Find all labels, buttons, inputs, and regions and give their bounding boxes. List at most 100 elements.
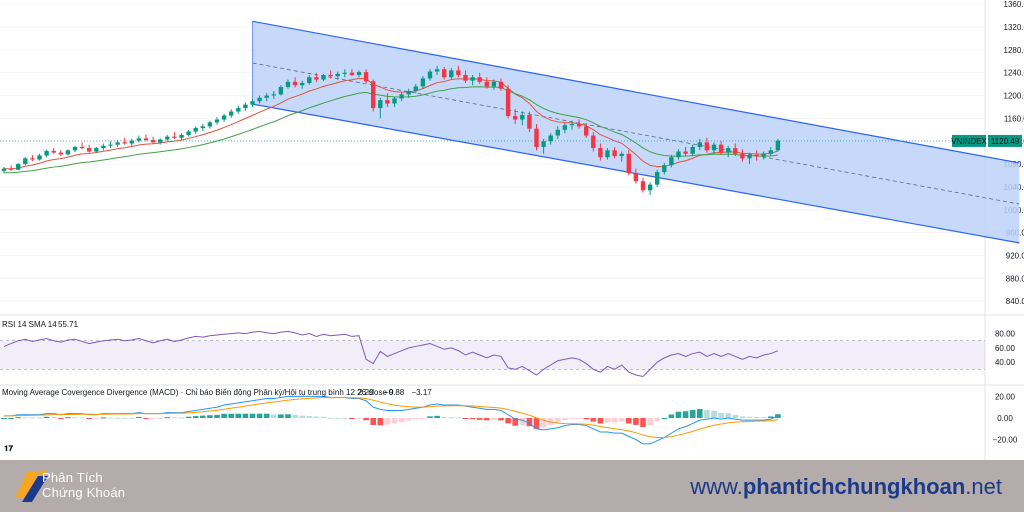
macd-histogram-bar <box>640 418 646 427</box>
price-tick-label: 1160.00 <box>1004 114 1024 123</box>
macd-histogram-bar <box>342 417 348 419</box>
macd-title: Moving Average Covergence Divergence (MA… <box>2 388 394 397</box>
candle-body <box>207 122 213 127</box>
candle-body <box>136 138 142 141</box>
macd-histogram-bar <box>739 416 746 418</box>
macd-histogram-bar <box>320 416 327 418</box>
last-price-label: 1120.49 <box>991 137 1020 146</box>
macd-tick-label: −20.00 <box>993 436 1018 445</box>
candle-body <box>640 181 646 191</box>
macd-histogram-bar <box>611 418 618 423</box>
price-tick-label: 1200.00 <box>1004 92 1024 101</box>
macd-histogram-bar <box>519 418 526 426</box>
candle-body <box>420 78 426 87</box>
candle-body <box>442 69 447 78</box>
macd-value: −3.17 <box>412 388 433 397</box>
candle-body <box>129 140 134 144</box>
macd-histogram-bar <box>732 414 739 418</box>
candle-body <box>23 158 28 165</box>
candle-body <box>342 72 347 74</box>
candle-body <box>72 146 78 151</box>
candle-body <box>584 126 589 136</box>
candle-body <box>314 77 319 80</box>
macd-tick-label: 0.00 <box>997 414 1013 423</box>
macd-signal-line <box>4 397 778 439</box>
macd-histogram-bar <box>689 410 696 418</box>
candle-body <box>683 151 688 154</box>
rsi-line <box>3 330 779 377</box>
macd-histogram-bar <box>228 413 234 418</box>
candle-body <box>87 148 92 152</box>
candle-body <box>179 134 184 138</box>
candle-body <box>79 146 85 149</box>
macd-histogram-bar <box>178 417 185 419</box>
candle-body <box>626 153 631 174</box>
macd-histogram-bar <box>43 416 50 418</box>
macd-histogram-bar <box>235 413 242 418</box>
macd-histogram-bar <box>334 417 341 419</box>
chart-area[interactable]: 1360.00 1320.00 1280.00 1240.00 1200.00 1160.… <box>0 0 1024 460</box>
candle-body <box>236 108 241 112</box>
candle-body <box>548 135 553 142</box>
macd-histogram-bar <box>207 415 213 418</box>
candle-body <box>243 104 248 109</box>
candle-body <box>399 94 404 99</box>
candle-body <box>555 129 560 136</box>
macd-histogram-bar <box>313 416 320 418</box>
macd-histogram-bar <box>434 415 440 418</box>
website-link[interactable]: www.phantichchungkhoan.net <box>690 474 1002 500</box>
macd-histogram-bar <box>512 418 518 426</box>
macd-histogram-bar <box>285 414 291 418</box>
rsi-tick-label: 40.00 <box>995 358 1016 367</box>
macd-histogram-bar <box>462 418 469 419</box>
candle-body <box>214 119 220 123</box>
macd-histogram-bar <box>22 417 29 419</box>
candle-body <box>598 148 603 158</box>
macd-histogram-bar <box>505 418 511 424</box>
candle-body <box>456 70 461 75</box>
macd-histogram-bar <box>86 418 92 419</box>
macd-histogram-bar <box>214 414 220 418</box>
price-chart[interactable]: 1360.00 1320.00 1280.00 1240.00 1200.00 1160.… <box>0 0 1024 460</box>
macd-histogram-bar <box>1 418 7 419</box>
candle-body <box>477 77 482 82</box>
macd-histogram-bar <box>58 418 64 419</box>
candle-body <box>513 116 518 120</box>
macd-histogram-bar <box>100 417 107 419</box>
candle-body <box>108 144 113 146</box>
macd-histogram-bar <box>583 418 589 420</box>
candle-body <box>307 77 312 83</box>
candle-body <box>385 100 390 104</box>
candle-body <box>484 81 489 87</box>
price-tick-label: 1280.00 <box>1004 46 1024 55</box>
macd-histogram-bar <box>576 418 582 419</box>
candle-body <box>44 150 49 156</box>
candle-body <box>300 82 305 86</box>
candle-body <box>143 138 149 141</box>
macd-histogram-bar <box>413 418 419 420</box>
website-suffix: .net <box>965 474 1002 499</box>
candle-body <box>1 168 7 171</box>
candle-body <box>115 142 120 145</box>
macd-histogram-bar <box>682 411 689 418</box>
macd-histogram-bar <box>526 418 533 427</box>
price-tick-label: 840.00 <box>1006 297 1024 306</box>
candle-body <box>726 148 731 153</box>
price-tick-label: 1320.00 <box>1004 23 1024 32</box>
candle-body <box>51 150 56 153</box>
macd-histogram-bar <box>242 413 249 418</box>
candle-body <box>321 74 326 80</box>
macd-histogram-bar <box>618 418 625 422</box>
channel-upper-line <box>252 20 1020 164</box>
macd-histogram-bar <box>455 417 462 419</box>
macd-histogram-bar <box>121 417 128 419</box>
candle-body <box>257 97 262 102</box>
macd-histogram-bar <box>753 417 760 419</box>
macd-histogram-bar <box>356 418 362 419</box>
macd-histogram-bar <box>292 414 298 418</box>
macd-histogram-bar <box>157 418 163 419</box>
candle-body <box>676 151 681 158</box>
macd-histogram-bar <box>256 413 263 418</box>
candle-body <box>186 131 191 135</box>
candle-body <box>356 72 362 75</box>
